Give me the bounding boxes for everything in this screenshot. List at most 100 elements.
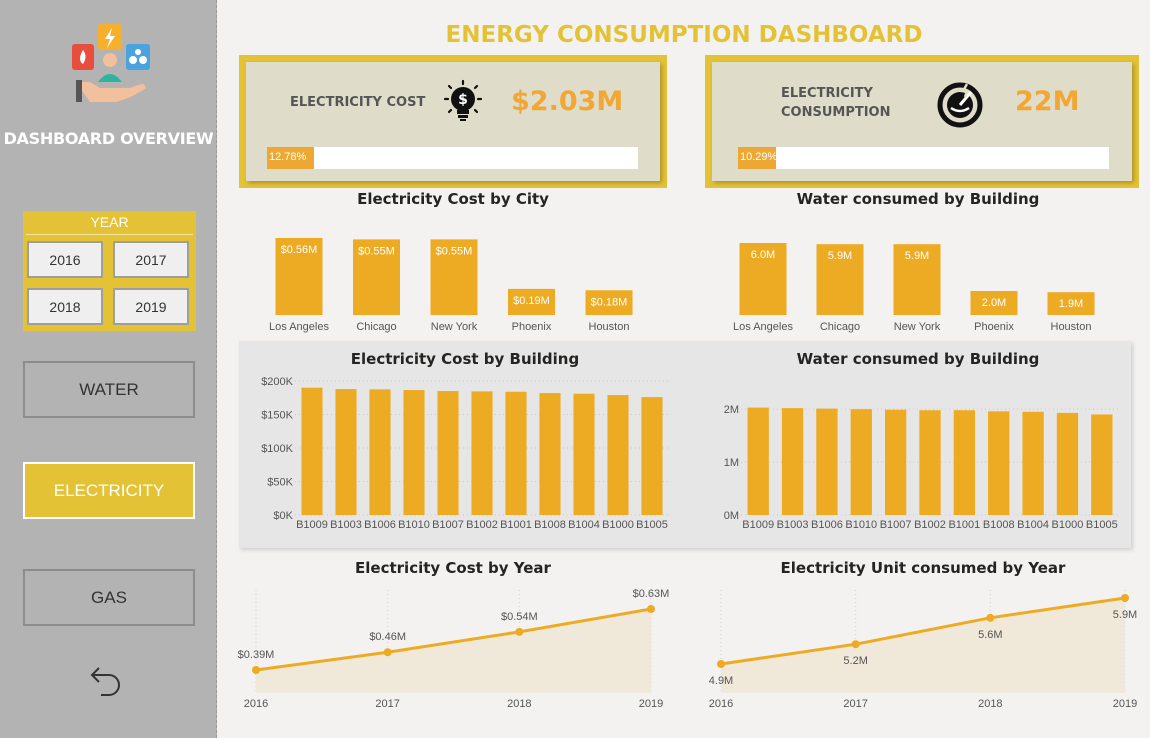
bar <box>1056 412 1079 515</box>
y-tick-label: $50K <box>267 477 293 489</box>
chart-title-water-city: Water consumed by Building <box>796 190 1040 208</box>
x-tick-label: Chicago <box>820 321 860 333</box>
bar <box>1047 292 1095 315</box>
x-tick-label: B1000 <box>602 519 634 531</box>
bar <box>641 397 663 515</box>
point-data-label: 5.9M <box>1113 609 1137 621</box>
bar <box>1022 411 1044 515</box>
bar <box>335 389 357 515</box>
kpi-electricity-consumption-card: ELECTRICITY CONSUMPTION 22M 10.29% <box>705 55 1139 188</box>
y-tick-label: $200K <box>261 376 293 388</box>
dollar-lightbulb-icon: $ <box>443 79 483 121</box>
x-tick-label: Phoenix <box>974 321 1014 333</box>
bar <box>573 393 595 515</box>
area-fill <box>721 598 1125 693</box>
page-title: ENERGY CONSUMPTION DASHBOARD <box>445 22 923 48</box>
data-point <box>383 648 392 657</box>
bar-data-label: 5.9M <box>905 250 929 262</box>
series-line <box>720 596 1126 666</box>
x-tick-label: 2017 <box>843 698 867 710</box>
energy-logo-icon <box>72 24 150 102</box>
x-tick-label: B1006 <box>364 519 396 531</box>
x-tick-label: B1002 <box>466 519 498 531</box>
kpi-consumption-label-line1: ELECTRICITY <box>781 86 873 101</box>
point-data-label: $0.63M <box>633 588 670 600</box>
kpi-consumption-progress-bar: 10.29% <box>738 147 1109 169</box>
gas-nav-button[interactable]: GAS <box>23 569 195 626</box>
bar <box>988 411 1010 515</box>
kpi-cost-progress-bar: 12.78% <box>267 147 638 169</box>
kpi-consumption-value: 22M <box>1015 86 1080 117</box>
bar-data-label: $0.18M <box>591 296 628 308</box>
undo-arrow-icon[interactable] <box>89 662 123 696</box>
year-button-2016[interactable]: 2016 <box>27 241 103 278</box>
x-tick-label: B1005 <box>636 519 668 531</box>
x-tick-label: 2018 <box>507 698 531 710</box>
bar <box>430 239 478 315</box>
bar <box>893 244 941 315</box>
data-point <box>252 666 260 674</box>
chart-title-unit-year: Electricity Unit consumed by Year <box>780 559 1066 577</box>
x-tick-label: New York <box>431 321 478 333</box>
x-tick-label: B1006 <box>811 519 843 531</box>
water-nav-button[interactable]: WATER <box>23 361 195 418</box>
x-tick-label: B1001 <box>500 519 532 531</box>
electricity-nav-button[interactable]: ELECTRICITY <box>23 462 195 519</box>
bar <box>369 389 391 515</box>
x-tick-label: B1005 <box>1086 519 1118 531</box>
x-tick-label: B1010 <box>845 519 877 531</box>
data-point <box>986 613 995 622</box>
bar <box>781 408 804 515</box>
area-fill <box>256 609 651 693</box>
kpi-consumption-progress-text: 10.29% <box>740 151 778 163</box>
kpi-cost-progress-text: 12.78% <box>269 151 307 163</box>
bar-data-label: 1.9M <box>1059 298 1083 310</box>
y-tick-label: $100K <box>261 443 293 455</box>
bar <box>919 410 941 515</box>
chart-unit-by-year: 4.9M 2016 5.2M 2017 5.6M 2018 5.9M 2019 <box>709 590 1137 710</box>
bar <box>970 291 1018 315</box>
kpi-consumption-progress-fill <box>738 147 777 169</box>
x-tick-label: Chicago <box>356 321 396 333</box>
year-filter-title: YEAR <box>90 214 129 230</box>
point-data-label: $0.54M <box>501 611 538 623</box>
chart-title-water-building: Water consumed by Building <box>796 350 1040 368</box>
x-tick-label: 2017 <box>375 698 399 710</box>
bar-data-label: $0.19M <box>513 295 550 307</box>
year-button-2017[interactable]: 2017 <box>113 241 189 278</box>
kpi-cost-label: ELECTRICITY COST <box>290 95 426 110</box>
x-tick-label: B1009 <box>296 519 328 531</box>
year-button-2019[interactable]: 2019 <box>113 288 189 325</box>
bar <box>585 290 633 315</box>
series-line <box>255 607 652 672</box>
year-button-2018[interactable]: 2018 <box>27 288 103 325</box>
x-tick-label: B1008 <box>534 519 566 531</box>
point-data-label: $0.46M <box>369 631 406 643</box>
bar-data-label: 5.9M <box>828 250 852 262</box>
bar <box>850 409 872 515</box>
bar-data-label: 2.0M <box>982 297 1006 309</box>
chart-title-cost-city: Electricity Cost by City <box>357 190 549 208</box>
point-data-label: 5.6M <box>978 629 1002 641</box>
chart-water-by-city: 6.0M Los Angeles 5.9M Chicago 5.9M New York 2.… <box>733 243 1095 333</box>
bar <box>539 393 561 515</box>
bar <box>884 409 907 515</box>
kpi-consumption-label-line2: CONSUMPTION <box>781 105 891 120</box>
bar <box>471 391 493 515</box>
kpi-card-inner: ELECTRICITY COST $ $2.03M 12.78% <box>246 62 660 181</box>
bar <box>505 391 527 515</box>
bar <box>747 407 769 515</box>
kpi-cost-value: $2.03M <box>511 86 624 117</box>
kpi-consumption-label: ELECTRICITY CONSUMPTION <box>781 84 891 122</box>
chart-cost-by-year: $0.39M 2016 $0.46M 2017 $0.54M 2018 $0.63M 2019 <box>238 588 670 710</box>
sidebar: DASHBOARD OVERVIEW YEAR 2016 2017 2018 2… <box>0 0 217 738</box>
kpi-card-inner: ELECTRICITY CONSUMPTION 22M 10.29% <box>712 62 1132 181</box>
chart-title-cost-year: Electricity Cost by Year <box>355 559 551 577</box>
x-tick-label: B1004 <box>568 519 600 531</box>
kpi-cost-progress-fill <box>267 147 315 169</box>
chart-title-cost-building: Electricity Cost by Building <box>350 350 580 368</box>
bar-data-label: $0.55M <box>436 245 473 257</box>
dashboard-overview-title: DASHBOARD OVERVIEW <box>3 129 214 148</box>
